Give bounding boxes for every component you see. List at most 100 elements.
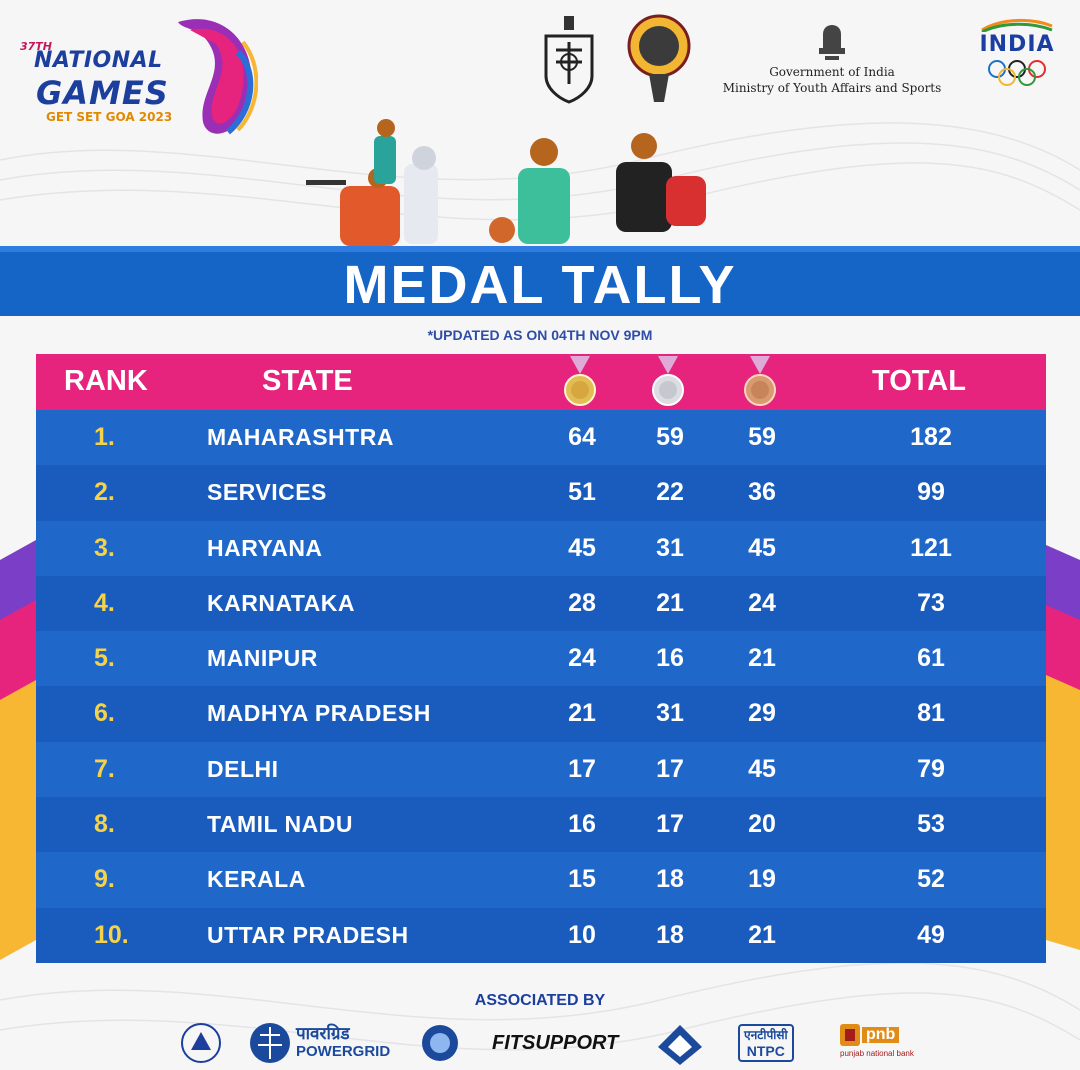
gold-medal-icon (564, 356, 596, 406)
pfc-emblem-icon (422, 1025, 458, 1061)
sail-logo (654, 1018, 706, 1068)
silver-count-cell: 17 (656, 810, 684, 839)
pnb-logo: pnb punjab national bank (840, 1018, 914, 1068)
total-cell: 99 (917, 478, 945, 507)
gold-count-cell: 45 (568, 533, 596, 562)
national-games-logo: 37TH NATIONAL GAMES GET SET GOA 2023 (18, 12, 258, 142)
table-header: RANK STATE TOTAL (36, 354, 1046, 410)
updated-note: *UPDATED AS ON 04TH NOV 9PM (427, 327, 653, 343)
gov-line1: Government of India (769, 65, 895, 79)
rank-cell: 10. (94, 920, 129, 949)
table-row: 5. MANIPUR 24 16 21 61 (36, 631, 1046, 687)
runner-figure (374, 119, 396, 184)
athletes-illustration (306, 119, 706, 246)
sponsor-logos: पावरग्रिड POWERGRID FITSUPPORT एनटीपीसी … (170, 1018, 930, 1070)
national-games-emblem-icon (178, 19, 258, 135)
gold-count-cell: 17 (568, 754, 596, 783)
table-row: 8. TAMIL NADU 16 17 20 53 (36, 797, 1046, 853)
bls-logo (180, 1018, 222, 1068)
state-cell: HARYANA (207, 534, 323, 561)
gov-line2: Ministry of Youth Affairs and Sports (722, 81, 942, 95)
games-torch-emblem-icon (627, 14, 691, 102)
page-title: MEDAL TALLY (343, 255, 737, 315)
state-cell: MAHARASHTRA (207, 424, 394, 450)
ashoka-emblem-icon (819, 25, 845, 60)
fitsupport-logo: FITSUPPORT (492, 1018, 618, 1068)
gold-count-cell: 51 (568, 478, 596, 507)
rank-cell: 2. (94, 478, 115, 507)
table-row: 10. UTTAR PRADESH 10 18 21 49 (36, 907, 1046, 963)
olympic-rings-icon (988, 60, 1046, 86)
powergrid-logo: पावरग्रिड POWERGRID (248, 1018, 390, 1068)
bronze-count-cell: 36 (748, 478, 776, 507)
medal-tally-table: RANK STATE TOTAL 1. MAHARASHTRA 64 59 59 182 2… (36, 354, 1046, 963)
total-cell: 53 (917, 810, 945, 839)
header-state: STATE (262, 365, 353, 397)
silver-count-cell: 31 (656, 533, 684, 562)
total-cell: 49 (917, 920, 945, 949)
gold-count-cell: 64 (568, 423, 596, 451)
games-name-line1: NATIONAL (34, 48, 163, 73)
pnb-label: pnb (862, 1027, 900, 1043)
silver-count-cell: 18 (656, 865, 684, 894)
basketball-player-figure (489, 138, 570, 244)
games-name-line2: GAMES (36, 74, 169, 112)
rank-cell: 3. (94, 533, 115, 562)
sail-emblem-icon (658, 1025, 702, 1065)
gold-count-cell: 15 (568, 865, 596, 894)
title-band (0, 246, 1080, 316)
state-cell: UTTAR PRADESH (207, 921, 409, 948)
powergrid-label: POWERGRID (296, 1043, 391, 1060)
table-row: 1. MAHARASHTRA 64 59 59 182 (36, 410, 1046, 466)
goa-government-emblem-icon (544, 16, 594, 104)
silver-count-cell: 22 (656, 478, 684, 507)
table-row: 2. SERVICES 51 22 36 99 (36, 465, 1046, 521)
table-row: 7. DELHI 17 17 45 79 (36, 741, 1046, 798)
bronze-count-cell: 45 (748, 533, 776, 562)
games-tagline: GET SET GOA 2023 (46, 110, 173, 124)
total-cell: 61 (917, 644, 945, 673)
rank-cell: 5. (94, 644, 115, 673)
table-row: 3. HARYANA 45 31 45 121 (36, 520, 1046, 576)
state-cell: SERVICES (207, 479, 327, 506)
silver-medal-icon (652, 356, 684, 406)
table-row: 9. KERALA 15 18 19 52 (36, 852, 1046, 908)
bronze-count-cell: 29 (748, 699, 776, 728)
rank-cell: 6. (94, 699, 115, 728)
table-row: 4. KARNATAKA 28 21 24 73 (36, 575, 1046, 632)
total-cell: 121 (910, 533, 952, 562)
ntpc-label: NTPC (746, 1043, 785, 1059)
silver-count-cell: 17 (656, 754, 684, 783)
pnb-emblem-icon (840, 1024, 860, 1046)
table-row: 6. MADHYA PRADESH 21 31 29 81 (36, 686, 1046, 742)
gold-count-cell: 16 (568, 810, 596, 839)
powergrid-emblem-icon (250, 1023, 290, 1063)
gold-count-cell: 28 (568, 588, 596, 617)
rank-cell: 8. (94, 810, 115, 839)
bronze-count-cell: 21 (748, 920, 776, 949)
state-cell: TAMIL NADU (207, 811, 353, 838)
total-cell: 81 (917, 699, 945, 728)
associated-by-label: ASSOCIATED BY (474, 992, 606, 1009)
bronze-count-cell: 20 (748, 810, 776, 839)
rank-cell: 7. (94, 754, 115, 783)
gold-count-cell: 21 (568, 699, 596, 728)
total-cell: 182 (910, 423, 952, 451)
silver-count-cell: 21 (656, 588, 684, 617)
state-cell: KERALA (207, 866, 306, 893)
fencer-figure (404, 146, 438, 244)
header-rank: RANK (64, 365, 148, 397)
india-olympic-logo: INDIA (972, 14, 1062, 104)
total-cell: 52 (917, 865, 945, 894)
gold-count-cell: 24 (568, 644, 596, 673)
state-cell: DELHI (207, 755, 279, 782)
pnb-sub-label: punjab national bank (840, 1049, 914, 1058)
bronze-count-cell: 45 (748, 754, 776, 783)
ntpc-hindi: एनटीपीसी (744, 1028, 788, 1042)
rank-cell: 1. (94, 423, 115, 451)
silver-count-cell: 31 (656, 699, 684, 728)
silver-count-cell: 59 (656, 423, 684, 451)
state-cell: KARNATAKA (207, 589, 356, 616)
bronze-count-cell: 21 (748, 644, 776, 673)
